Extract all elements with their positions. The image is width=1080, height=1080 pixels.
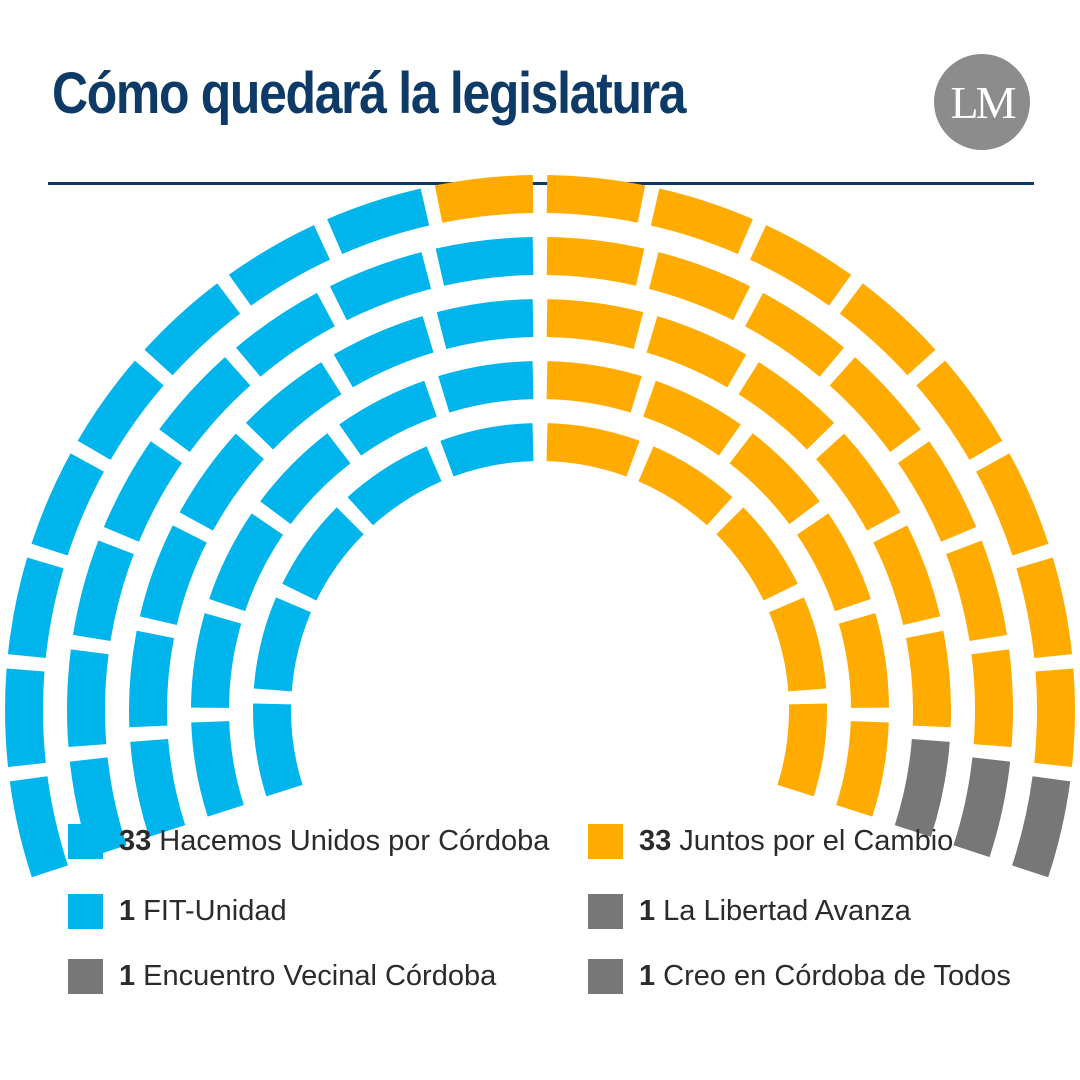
- seat: [729, 433, 820, 525]
- seat: [946, 540, 1008, 641]
- seat: [546, 361, 642, 413]
- seat: [777, 703, 827, 797]
- seat: [333, 316, 434, 388]
- seat: [796, 513, 871, 612]
- seat: [260, 433, 351, 525]
- seat: [72, 540, 134, 641]
- seat: [546, 237, 645, 286]
- seat: [191, 613, 242, 708]
- seat: [209, 513, 284, 612]
- seat: [738, 362, 835, 450]
- seat: [716, 507, 798, 601]
- seat: [836, 721, 889, 817]
- seat: [179, 433, 264, 531]
- seat: [650, 188, 753, 255]
- seat: [245, 362, 342, 450]
- legend-swatch: [588, 893, 623, 929]
- seat: [546, 175, 646, 223]
- seat: [31, 453, 104, 556]
- seat: [1016, 557, 1073, 659]
- legend-item-juntos: 33 Juntos por el Cambio: [588, 821, 953, 861]
- legend-swatch: [68, 893, 103, 929]
- seat: [159, 357, 251, 452]
- legend-count: 1: [639, 894, 656, 927]
- seat: [339, 380, 437, 456]
- legend-swatch: [588, 823, 623, 859]
- seat: [648, 252, 751, 321]
- seat: [916, 360, 1003, 460]
- logo-text: LM: [950, 76, 1017, 128]
- seat: [228, 225, 330, 306]
- legend-item-fit: 1 FIT-Unidad: [68, 891, 287, 931]
- legend-item-encuentro: 1 Encuentro Vecinal Córdoba: [68, 956, 496, 996]
- seat: [1034, 668, 1075, 767]
- seat: [77, 360, 164, 460]
- seat: [436, 299, 534, 349]
- seat: [347, 446, 442, 526]
- seat: [438, 361, 534, 413]
- seat: [130, 738, 186, 837]
- seat: [829, 357, 921, 452]
- seat: [253, 703, 303, 797]
- seat: [953, 757, 1011, 858]
- seat: [66, 649, 109, 748]
- seat: [236, 292, 335, 377]
- seat: [1012, 776, 1071, 878]
- legend-count: 1: [119, 959, 136, 992]
- legend-count: 33: [639, 824, 672, 857]
- seat: [129, 630, 175, 728]
- legend-swatch: [68, 823, 103, 859]
- seat: [282, 507, 364, 601]
- legend-label: Encuentro Vecinal Córdoba: [143, 959, 497, 992]
- seat: [329, 252, 432, 321]
- legend-count: 1: [119, 894, 136, 927]
- legend-label: FIT-Unidad: [143, 894, 287, 927]
- legend-item-creo: 1 Creo en Córdoba de Todos: [588, 956, 1011, 996]
- seat: [139, 525, 207, 626]
- seat: [434, 175, 534, 223]
- seat: [873, 525, 941, 626]
- seat: [971, 649, 1013, 748]
- seat: [816, 433, 901, 531]
- legend-item-libertad: 1 La Libertad Avanza: [588, 891, 911, 931]
- seat: [894, 738, 950, 837]
- seat: [435, 237, 534, 286]
- legend-item-hacemos: 33 Hacemos Unidos por Córdoba: [68, 821, 549, 861]
- seat: [838, 613, 889, 708]
- seat: [769, 597, 827, 692]
- seat: [144, 283, 241, 376]
- seat: [897, 441, 977, 542]
- seat: [638, 446, 733, 526]
- seat: [839, 283, 936, 376]
- legend-count: 1: [639, 959, 656, 992]
- legend-label: Hacemos Unidos por Córdoba: [159, 824, 550, 857]
- seat: [643, 380, 741, 456]
- seat: [327, 188, 430, 255]
- seat: [646, 316, 747, 388]
- seat: [546, 423, 640, 477]
- seat: [191, 721, 244, 817]
- legend-swatch: [68, 958, 103, 994]
- title-divider: [48, 182, 1034, 185]
- seat: [4, 668, 46, 767]
- seat: [745, 292, 844, 377]
- seat: [750, 225, 852, 306]
- seat: [103, 441, 183, 542]
- legend-swatch: [588, 958, 623, 994]
- seat: [9, 776, 68, 878]
- seat: [546, 299, 644, 349]
- legend-label: Creo en Córdoba de Todos: [663, 959, 1011, 992]
- legend-label: La Libertad Avanza: [663, 894, 911, 927]
- page-title: Cómo quedará la legislatura: [52, 61, 686, 126]
- seat: [7, 557, 64, 659]
- legend-label: Juntos por el Cambio: [679, 824, 954, 857]
- legend-count: 33: [119, 824, 152, 857]
- seat: [976, 453, 1049, 556]
- seat: [253, 597, 311, 692]
- seat: [440, 423, 534, 477]
- lm-logo: LM: [934, 54, 1030, 150]
- seat: [905, 630, 952, 728]
